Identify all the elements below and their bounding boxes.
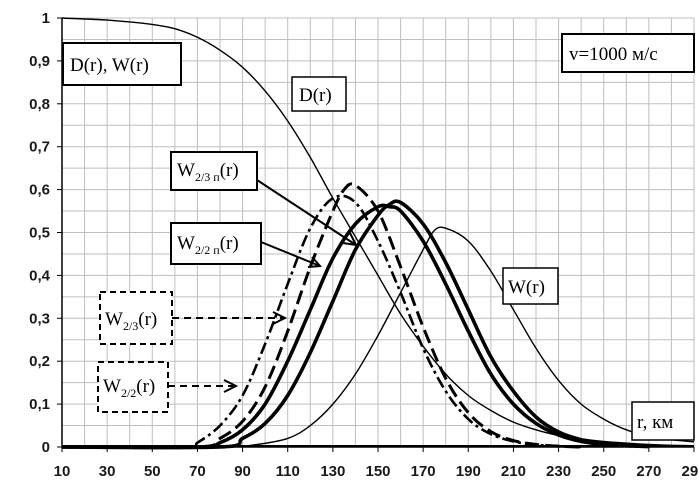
- y-tick-1: 0,1: [29, 396, 50, 413]
- x-tick-70: 70: [189, 463, 206, 480]
- label-w-text: W(r): [508, 277, 545, 298]
- series-line-0: [61, 17, 695, 447]
- x-tick-150: 150: [365, 463, 390, 480]
- y-tick-4: 0,4: [29, 267, 51, 284]
- arrow-w23p: [256, 179, 357, 246]
- series-line-5: [61, 182, 582, 450]
- label-velocity-text: v=1000 м/с: [569, 44, 658, 65]
- label-velocity: v=1000 м/с: [561, 33, 695, 73]
- y-tick-3: 0,3: [29, 310, 50, 327]
- x-tick-50: 50: [144, 463, 161, 480]
- x-tick-210: 210: [501, 463, 526, 480]
- label-w23: W2/3(r): [99, 291, 173, 345]
- x-tick-230: 230: [546, 463, 571, 480]
- y-tick-6: 0,6: [29, 182, 50, 199]
- series-line-3: [61, 199, 649, 450]
- label-w23p: W2/3 п(r): [170, 151, 258, 191]
- x-tick-10: 10: [54, 463, 71, 480]
- label-w22: W2/2(r): [97, 361, 169, 413]
- label-dw-text: D(r), W(r): [70, 55, 149, 76]
- label-w: W(r): [502, 267, 559, 305]
- label-w23p-text: W2/3 п(r): [177, 160, 239, 184]
- arrow-w22p-head: [307, 256, 323, 268]
- y-tick-10: 1: [42, 10, 50, 27]
- arrow-w23p-head: [342, 232, 358, 247]
- y-tick-7: 0,7: [29, 139, 50, 156]
- x-tick-290: 290: [681, 463, 698, 480]
- x-tick-170: 170: [411, 463, 436, 480]
- label-w23-text: W2/3(r): [105, 309, 157, 333]
- y-tick-0: 0: [42, 439, 50, 456]
- label-r-axis-text: r, км: [637, 412, 673, 433]
- y-tick-5: 0,5: [29, 225, 50, 242]
- x-tick-270: 270: [636, 463, 661, 480]
- label-dw: D(r), W(r): [62, 42, 182, 86]
- label-d-text: D(r): [299, 85, 332, 106]
- arrow-w22p: [260, 241, 321, 267]
- x-tick-250: 250: [591, 463, 616, 480]
- x-tick-30: 30: [99, 463, 116, 480]
- label-w22p: W2/2 п(r): [170, 222, 262, 265]
- x-tick-90: 90: [234, 463, 251, 480]
- label-w22p-text: W2/2 п(r): [177, 233, 239, 257]
- x-tick-130: 130: [320, 463, 345, 480]
- x-tick-labels: 10 30 50 70 90 110 130 150 170 190 210 230 250 270 290: [54, 447, 698, 480]
- x-tick-190: 190: [456, 463, 481, 480]
- y-tick-8: 0,8: [29, 96, 50, 113]
- series-lines: [61, 17, 695, 450]
- label-d: D(r): [291, 76, 347, 112]
- arrow-w22-head: [223, 379, 239, 393]
- annotation-arrows: [168, 179, 358, 393]
- x-tick-110: 110: [276, 463, 300, 480]
- label-w22-text: W2/2(r): [103, 376, 155, 400]
- y-tick-2: 0,2: [29, 353, 50, 370]
- label-r-axis: r, км: [631, 401, 695, 441]
- y-tick-9: 0,9: [29, 53, 50, 70]
- series-line-2: [61, 203, 649, 450]
- series-line-1: [61, 226, 695, 448]
- arrow-w23-head: [272, 311, 288, 325]
- y-tick-labels: 0 0,1 0,2 0,3 0,4 0,5 0,6 0,7 0,8 0,9 1: [29, 10, 62, 456]
